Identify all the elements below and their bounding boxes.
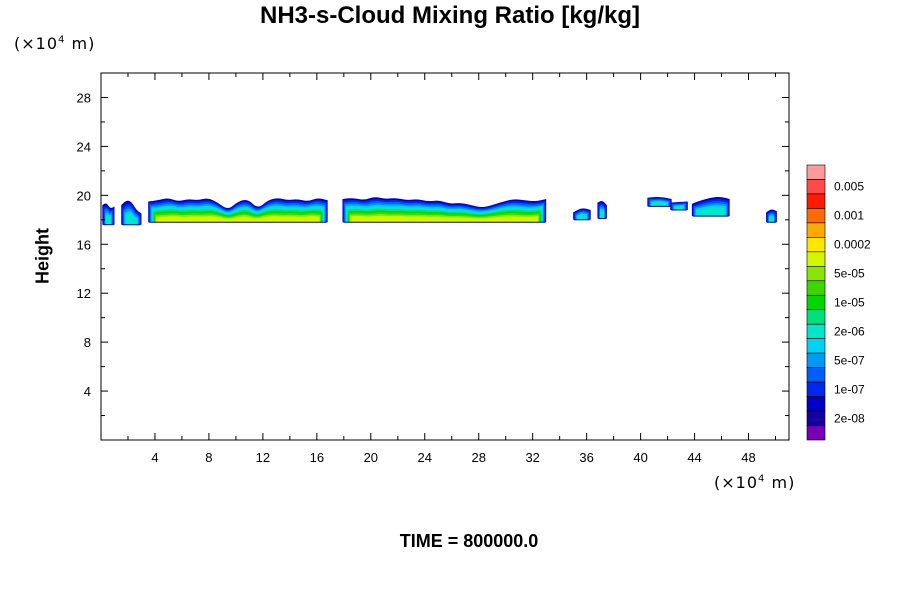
cloud-band — [599, 210, 605, 219]
x-tick-label: 40 — [633, 450, 647, 465]
cloud-band — [350, 215, 539, 223]
colorbar-label: 0.005 — [834, 180, 864, 194]
y-tick-label: 12 — [77, 286, 91, 301]
y-axis-unit: (×104 m) — [14, 34, 96, 53]
cloud-band — [696, 207, 726, 217]
y-tick-label: 4 — [84, 384, 91, 399]
colorbar-swatch — [806, 179, 826, 195]
colorbar-swatch — [806, 208, 826, 224]
colorbar-label: 0.001 — [834, 209, 864, 223]
colorbar-swatch — [806, 367, 826, 383]
x-tick-label: 28 — [471, 450, 485, 465]
x-tick-label: 44 — [687, 450, 701, 465]
y-tick-label: 8 — [84, 335, 91, 350]
cloud-band — [577, 214, 587, 220]
y-tick-label: 28 — [77, 90, 91, 105]
x-tick-label: 8 — [205, 450, 212, 465]
cloud-band — [674, 206, 684, 211]
colorbar-label: 1e-07 — [834, 382, 865, 396]
colorbar-swatch — [806, 381, 826, 397]
colorbar-swatch — [806, 164, 826, 180]
colorbar-label: 5e-05 — [834, 267, 865, 281]
x-tick-label: 24 — [418, 450, 432, 465]
x-tick-label: 20 — [364, 450, 378, 465]
cloud-band — [651, 202, 668, 207]
colorbar-swatch — [806, 251, 826, 267]
cloud-band — [125, 213, 137, 225]
colorbar-swatch — [806, 323, 826, 339]
colorbar-swatch — [806, 294, 826, 311]
cloud-band — [105, 215, 112, 225]
colorbar-swatch — [806, 193, 826, 209]
colorbar-label: 5e-07 — [834, 353, 865, 367]
colorbar-swatch — [806, 266, 826, 282]
x-tick-label: 12 — [256, 450, 270, 465]
colorbar-swatch — [806, 280, 826, 296]
colorbar-label: 2e-08 — [834, 411, 865, 425]
colorbar-swatch — [806, 338, 826, 354]
colorbar-swatch — [806, 425, 826, 441]
colorbar-swatch — [806, 396, 826, 412]
cloud-band — [768, 216, 775, 223]
y-tick-label: 20 — [77, 188, 91, 203]
colorbar-swatch — [806, 309, 826, 325]
cloud-contours — [102, 196, 777, 226]
colorbar-label: 1e-05 — [834, 296, 865, 310]
time-label: TIME = 800000.0 — [399, 531, 539, 551]
colorbar: 0.005 0.001 0.0002 5e-05 1e-05 2e-06 5e-07 1e-0… — [806, 164, 871, 441]
colorbar-swatch — [806, 237, 826, 253]
chart-title: NH3-s-Cloud Mixing Ratio [kg/kg] — [260, 2, 640, 29]
colorbar-label: 2e-06 — [834, 324, 865, 338]
colorbar-label: 0.0002 — [834, 238, 871, 252]
y-tick-label: 24 — [77, 139, 91, 154]
cloud-band — [156, 216, 320, 223]
plot-frame — [100, 72, 790, 441]
colorbar-swatch — [806, 352, 826, 368]
x-axis-unit: (×104 m) — [714, 473, 796, 492]
colorbar-swatch — [806, 410, 826, 426]
x-tick-label: 36 — [579, 450, 593, 465]
y-tick-label: 16 — [77, 237, 91, 252]
x-tick-label: 16 — [310, 450, 324, 465]
x-tick-label: 4 — [151, 450, 158, 465]
x-tick-label: 48 — [741, 450, 755, 465]
colorbar-swatch — [806, 222, 826, 238]
x-tick-label: 32 — [525, 450, 539, 465]
